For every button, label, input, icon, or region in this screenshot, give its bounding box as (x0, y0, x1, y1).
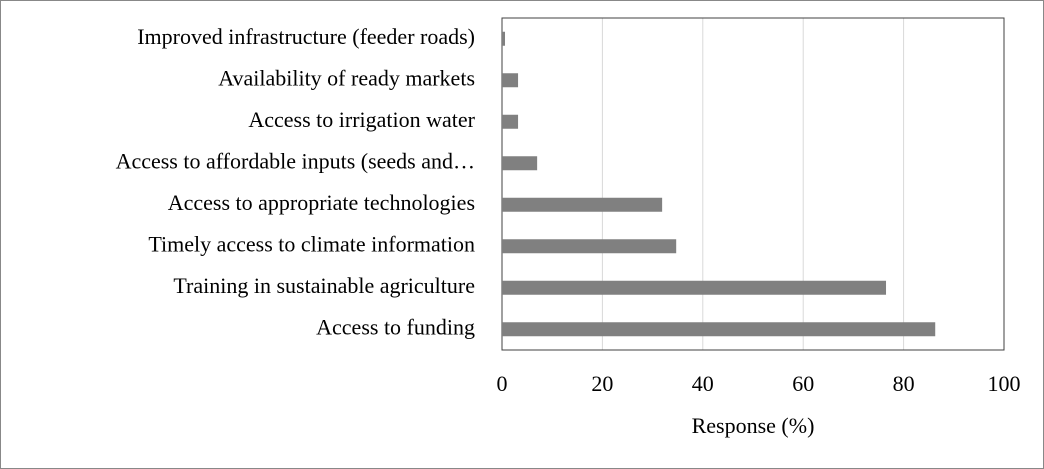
x-tick-label: 80 (893, 371, 915, 396)
x-tick-label: 60 (792, 371, 814, 396)
bar (502, 280, 887, 295)
bar (502, 156, 538, 171)
y-tick-label: Access to funding (316, 314, 475, 339)
bar (502, 239, 677, 254)
x-tick-label: 100 (988, 371, 1021, 396)
x-tick-label: 40 (692, 371, 714, 396)
y-tick-label: Access to appropriate technologies (168, 190, 475, 215)
bar (502, 322, 936, 337)
bar (502, 197, 663, 212)
x-tick-label: 20 (591, 371, 613, 396)
y-tick-label: Training in sustainable agriculture (173, 273, 475, 298)
x-tick-label: 0 (497, 371, 508, 396)
y-tick-label: Timely access to climate information (148, 231, 475, 256)
y-tick-label: Improved infrastructure (feeder roads) (137, 24, 475, 49)
y-tick-label: Access to affordable inputs (seeds and… (116, 148, 475, 173)
y-tick-label: Access to irrigation water (248, 107, 475, 132)
x-axis-title: Response (%) (692, 413, 815, 438)
bar (502, 73, 519, 88)
bar (502, 31, 506, 46)
bar (502, 114, 519, 129)
plot-border (501, 17, 1005, 351)
y-tick-label: Availability of ready markets (218, 65, 475, 90)
